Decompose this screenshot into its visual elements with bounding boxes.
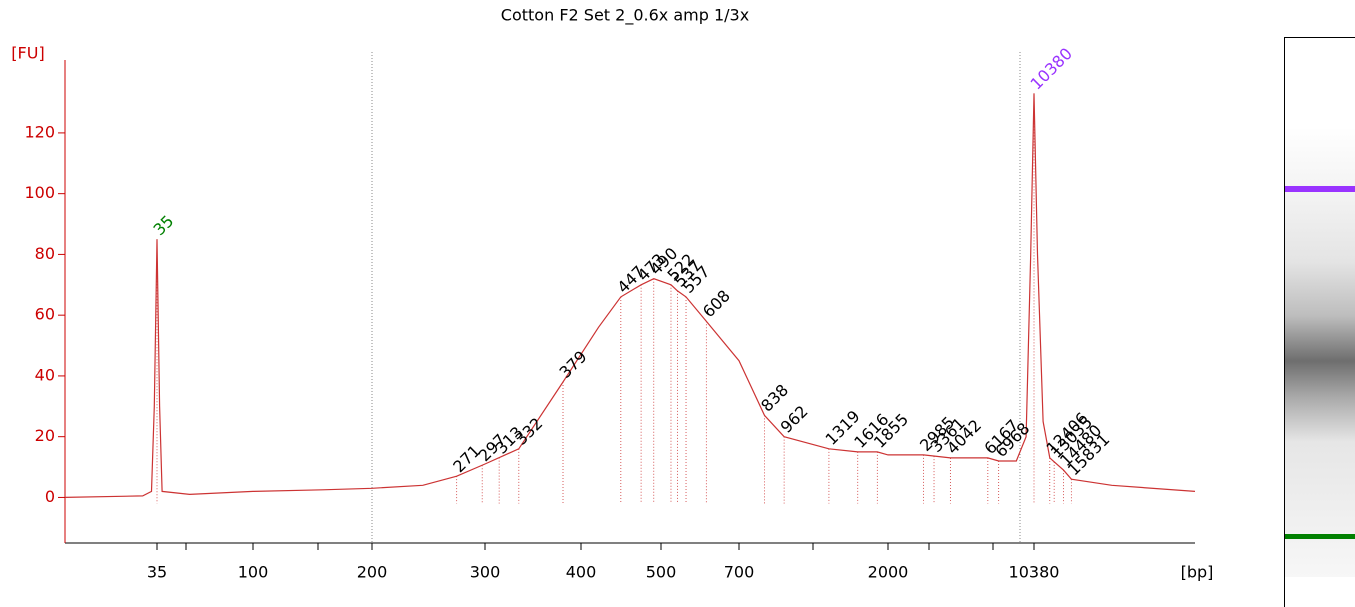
x-axis-label: [bp] (1181, 563, 1214, 582)
x-tick-label: 500 (646, 563, 677, 582)
x-tick-label: 200 (357, 563, 388, 582)
minor-ticks (185, 543, 994, 550)
peak-label: 10380 (1027, 44, 1076, 93)
x-tick-label: 35 (147, 563, 167, 582)
y-tick-label: 40 (35, 365, 55, 384)
y-tick-label: 0 (45, 487, 55, 506)
y-tick-label: 80 (35, 244, 55, 263)
peak-label: 608 (699, 286, 734, 321)
chart-title: Cotton F2 Set 2_0.6x amp 1/3x (501, 6, 749, 26)
x-tick-label: 10380 (1009, 563, 1060, 582)
trace (64, 93, 1196, 498)
peak-label: 962 (777, 402, 812, 437)
lower-marker-band (1285, 534, 1355, 539)
y-tick-label: 60 (35, 305, 55, 324)
x-tick-label: 400 (566, 563, 597, 582)
peak-label: 35 (150, 211, 178, 239)
upper-marker-band (1285, 186, 1355, 192)
y-tick-label: 100 (24, 183, 55, 202)
x-tick-label: 300 (470, 563, 501, 582)
gel-smear (1285, 127, 1355, 577)
y-tick-label: 120 (24, 122, 55, 141)
x-tick-label: 2000 (868, 563, 909, 582)
peak-label: 6968 (991, 419, 1033, 461)
x-tick-label: 700 (724, 563, 755, 582)
y-tick-label: 20 (35, 426, 55, 445)
gel-lane (1284, 37, 1355, 607)
x-tick-label: 100 (238, 563, 269, 582)
peak-label: 379 (556, 347, 591, 382)
y-axis-label: [FU] (11, 44, 44, 63)
